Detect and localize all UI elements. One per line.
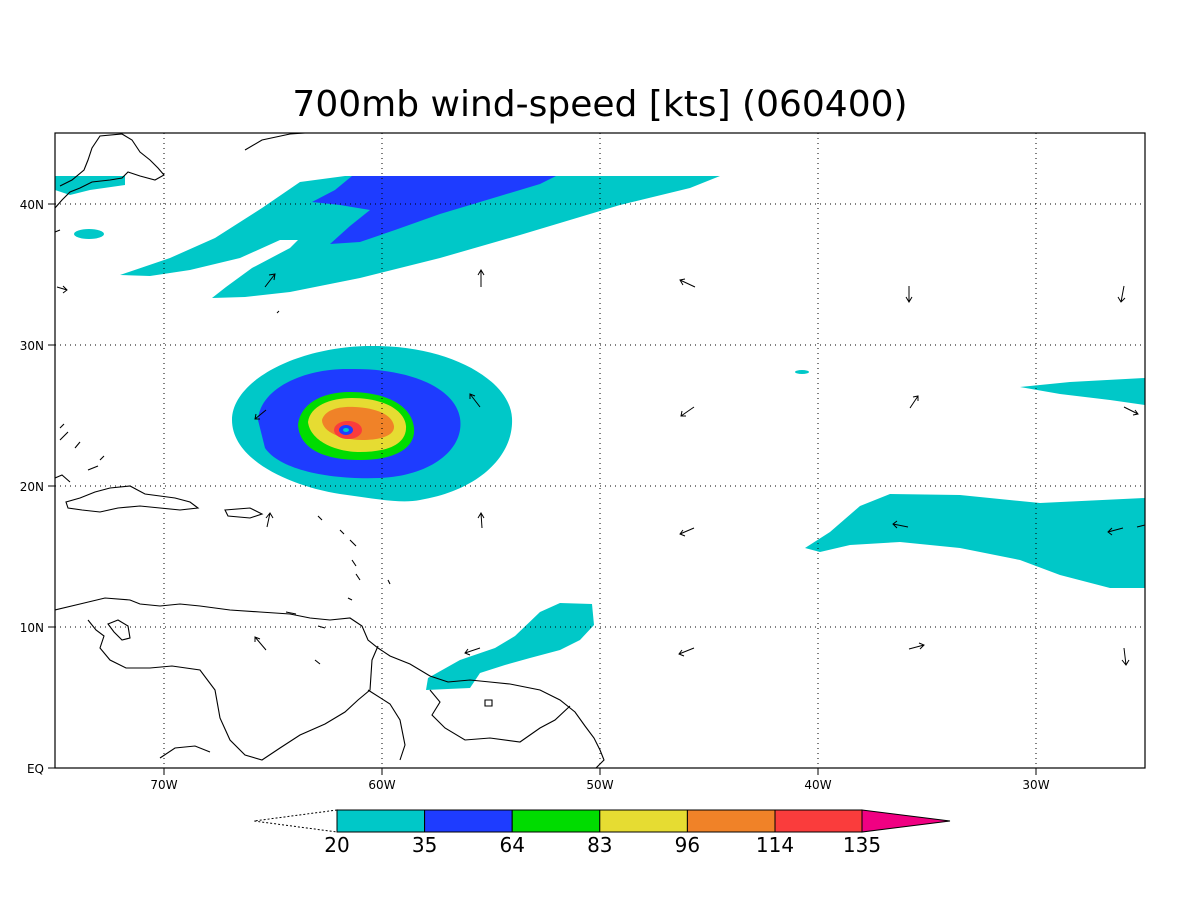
y-tick-label: 30N bbox=[20, 339, 44, 353]
y-tick-label: 10N bbox=[20, 621, 44, 635]
wind-arrow bbox=[254, 409, 267, 420]
wind-arrow bbox=[1136, 524, 1145, 528]
contour-20-north-jet bbox=[120, 176, 720, 298]
colorbar-bin-114 bbox=[774, 809, 863, 833]
wind-arrow bbox=[477, 512, 485, 529]
colorbar-bin-64 bbox=[511, 809, 601, 833]
colorbar-label: 135 bbox=[843, 833, 881, 857]
wind-arrow bbox=[1117, 285, 1126, 303]
colorbar-label: 64 bbox=[499, 833, 524, 857]
contour-20-east-band bbox=[1020, 378, 1145, 405]
wind-arrow bbox=[464, 647, 481, 656]
contour-20-eye bbox=[343, 428, 349, 432]
contour-20-trade-band bbox=[805, 494, 1145, 588]
colorbar-under-triangle bbox=[253, 809, 338, 833]
wind-arrow bbox=[892, 520, 909, 529]
colorbar-bin-35 bbox=[424, 809, 513, 833]
map-title: 700mb wind-speed [kts] (060400) bbox=[292, 84, 907, 125]
y-tick-labels: EQ 10N 20N 30N 40N bbox=[20, 198, 44, 776]
colorbar-label: 20 bbox=[324, 833, 349, 857]
wind-arrow bbox=[264, 273, 276, 288]
contour-20-small-blob bbox=[74, 229, 104, 239]
wind-arrow bbox=[477, 269, 485, 287]
colorbar-label: 83 bbox=[587, 833, 612, 857]
colorbar-bin-83 bbox=[599, 809, 688, 833]
wind-arrow bbox=[56, 285, 68, 294]
colorbar: 20 35 64 83 96 114 135 bbox=[253, 809, 951, 857]
x-tick-label: 60W bbox=[368, 778, 395, 792]
wind-arrow bbox=[254, 636, 267, 651]
wind-arrow bbox=[469, 393, 481, 408]
x-tick-label: 30W bbox=[1022, 778, 1049, 792]
colorbar-bin-96 bbox=[686, 809, 776, 833]
wind-arrow bbox=[1121, 647, 1130, 666]
y-tick-label: 40N bbox=[20, 198, 44, 212]
wind-arrow bbox=[679, 527, 695, 537]
wind-arrow bbox=[679, 278, 696, 288]
contour-35-north-jet bbox=[312, 176, 556, 244]
colorbar-label: 96 bbox=[675, 833, 700, 857]
wind-arrow bbox=[680, 406, 695, 417]
wind-vectors bbox=[56, 269, 1145, 666]
colorbar-label: 114 bbox=[756, 833, 794, 857]
wind-arrow bbox=[1123, 406, 1139, 416]
x-tick-label: 40W bbox=[804, 778, 831, 792]
wind-arrow bbox=[265, 512, 274, 528]
wind-arrow bbox=[909, 395, 919, 409]
wind-arrow bbox=[1107, 527, 1124, 536]
x-tick-labels: 70W 60W 50W 40W 30W bbox=[150, 778, 1049, 792]
tick-marks bbox=[48, 203, 1037, 775]
contour-20-south-band bbox=[426, 603, 594, 690]
wind-arrow bbox=[908, 642, 925, 650]
colorbar-bin-20 bbox=[336, 809, 426, 833]
wind-arrow bbox=[678, 647, 695, 657]
x-tick-label: 50W bbox=[586, 778, 613, 792]
y-tick-label: 20N bbox=[20, 480, 44, 494]
contour-20-tiny-patch bbox=[795, 370, 809, 374]
colorbar-over-triangle bbox=[861, 809, 951, 833]
wind-arrow bbox=[276, 310, 280, 314]
wind-contours bbox=[55, 176, 1145, 690]
x-tick-label: 70W bbox=[150, 778, 177, 792]
graticule bbox=[55, 133, 1145, 768]
wind-arrow bbox=[905, 286, 913, 303]
colorbar-label: 35 bbox=[412, 833, 437, 857]
y-tick-label: EQ bbox=[27, 762, 44, 776]
